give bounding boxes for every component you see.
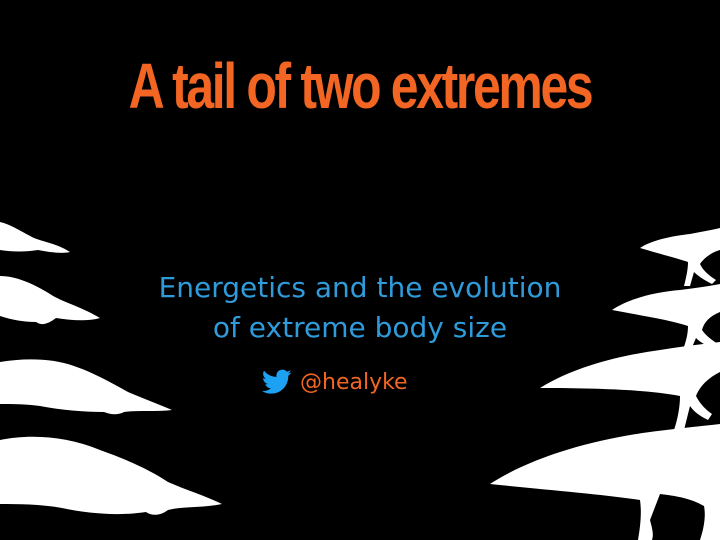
whale-silhouettes <box>0 222 222 515</box>
twitter-handle-text: @healyke <box>300 369 408 395</box>
dinosaur-silhouettes <box>490 228 720 540</box>
theropod-dinosaur-silhouette-icon <box>612 284 720 352</box>
slide-title: A tail of two extremes <box>128 50 594 122</box>
subtitle-line-1: Energetics and the evolution <box>158 271 562 304</box>
twitter-bird-icon <box>262 369 292 394</box>
whale-silhouette-icon <box>0 359 172 415</box>
whale-silhouette-icon <box>0 222 70 253</box>
twitter-handle: @healyke <box>262 364 408 400</box>
whale-silhouette-icon <box>0 436 222 515</box>
theropod-dinosaur-silhouette-icon <box>540 342 720 430</box>
theropod-dinosaur-silhouette-icon <box>640 228 720 286</box>
theropod-dinosaur-silhouette-icon <box>490 424 720 540</box>
slide-subtitle: Energetics and the evolution of extreme … <box>0 268 720 348</box>
subtitle-line-2: of extreme body size <box>212 311 508 344</box>
whale-silhouette-icon <box>0 276 100 325</box>
